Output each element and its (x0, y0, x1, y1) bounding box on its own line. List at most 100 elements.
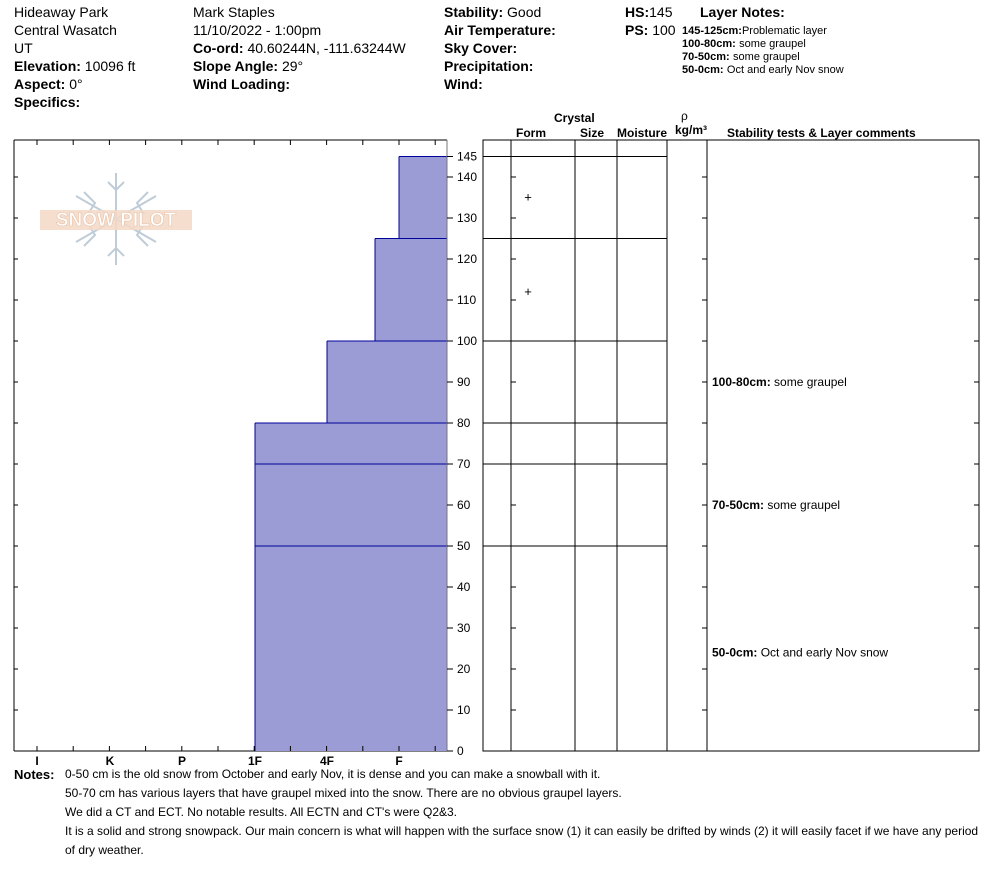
layer-note-range: 70-50cm: (682, 51, 730, 63)
hardness-layer-3 (327, 341, 447, 423)
notes-line-5: of dry weather. (65, 843, 144, 857)
aspect: Aspect: 0° (14, 75, 83, 93)
coord-label: Co-ord: (193, 40, 244, 56)
depth-tick-label: 130 (457, 211, 477, 225)
depth-axis: 0 10 20 30 40 50 60 70 80 90 100 110 120 130 140 145 (14, 140, 477, 758)
location: Hideaway Park (14, 4, 109, 20)
rho-header: ρ (681, 109, 688, 123)
layer-note-range: 145-125cm: (682, 25, 742, 37)
elevation-value: 10096 ft (84, 58, 136, 74)
wind-loading-label: Wind Loading: (193, 76, 291, 92)
range: Central Wasatch (14, 22, 117, 38)
layer-note-4: 50-0cm: Oct and early Nov snow (682, 63, 844, 77)
depth-tick-label: 90 (457, 375, 471, 389)
stability-value: Good (507, 4, 542, 20)
slope-label: Slope Angle: (193, 58, 279, 74)
crystal-header: Crystal (554, 111, 595, 125)
air-temperature-label: Air Temperature: (444, 22, 556, 38)
logo-band (40, 210, 192, 230)
layer-note-2: 100-80cm: some graupel (682, 37, 806, 51)
grain-form-symbol: + (524, 190, 532, 205)
layer-comment-range: 50-0cm: (712, 646, 761, 660)
wind-label: Wind: (444, 76, 483, 92)
depth-tick-label: 20 (457, 662, 471, 676)
depth-tick-label: 60 (457, 498, 471, 512)
logo-text: SNOW PILOT (56, 210, 177, 231)
hardness-layer-6 (255, 546, 447, 751)
hs: HS:145 (625, 3, 672, 21)
hardness-tick-label: P (178, 754, 186, 768)
depth-tick-label: 50 (457, 539, 471, 553)
depth-tick-label: 70 (457, 457, 471, 471)
datetime: 11/10/2022 - 1:00pm (193, 22, 322, 38)
depth-tick-label: 40 (457, 580, 471, 594)
hardness-tick-label: 4F (320, 754, 334, 768)
hardness-profile (13, 139, 448, 752)
stability-label: Stability: (444, 4, 504, 20)
depth-tick-label: 0 (457, 744, 464, 758)
hardness-tick-label: K (106, 754, 115, 768)
coordinates: Co-ord: 40.60244N, -111.63244W (193, 39, 406, 57)
moisture-header: Moisture (617, 126, 668, 140)
ps-label: PS: (625, 22, 649, 38)
slope-angle: Slope Angle: 29° (193, 57, 303, 75)
depth-tick-label: 10 (457, 703, 471, 717)
depth-tick-label: 140 (457, 170, 477, 184)
hardness-layer-2 (375, 238, 447, 341)
hardness-layer-5 (255, 464, 447, 546)
hardness-tick-label: F (395, 754, 402, 768)
layer-comment-range: 70-50cm: (712, 498, 767, 512)
density-unit-header: kg/m³ (675, 123, 708, 137)
layer-note-range: 50-0cm: (682, 64, 724, 76)
precipitation-label: Precipitation: (444, 58, 534, 74)
layer-comment-range: 100-80cm: (712, 375, 774, 389)
elevation: Elevation: 10096 ft (14, 57, 135, 75)
state: UT (14, 40, 33, 56)
notes-line-3: We did a CT and ECT. No notable results.… (65, 805, 458, 819)
layer-comment-text: some graupel (774, 375, 847, 389)
layer-note-1: 145-125cm:Problematic layer (682, 24, 827, 38)
hs-label: HS: (625, 4, 650, 20)
hs-value: 145 (649, 4, 673, 20)
layer-comment: 70-50cm: some graupel (712, 498, 840, 512)
hardness-tick-label: 1F (248, 754, 262, 768)
layer-comment-text: some graupel (767, 498, 840, 512)
hardness-tick-label: I (35, 754, 38, 768)
notes-line-2: 50-70 cm has various layers that have gr… (65, 786, 622, 800)
slope-value: 29° (281, 58, 304, 74)
stability-comments-header: Stability tests & Layer comments (727, 126, 916, 140)
form-header: Form (516, 126, 546, 140)
aspect-value: 0° (69, 76, 83, 92)
notes-line-4: It is a solid and strong snowpack. Our m… (65, 824, 979, 838)
crystal-table: ++ (482, 139, 980, 752)
observer: Mark Staples (193, 4, 275, 20)
coord-value: 40.60244N, -111.63244W (247, 40, 406, 56)
hardness-layer-4 (255, 423, 447, 464)
depth-tick-label: 100 (457, 334, 477, 348)
notes-label: Notes: (14, 767, 55, 782)
layer-comment-text: Oct and early Nov snow (761, 646, 889, 660)
sky-cover-label: Sky Cover: (444, 40, 518, 56)
layer-note-3: 70-50cm: some graupel (682, 50, 800, 64)
depth-tick-label: 110 (457, 293, 476, 307)
layer-note-text: some graupel (739, 38, 806, 50)
specifics-label: Specifics: (14, 94, 81, 110)
aspect-label: Aspect: (14, 76, 66, 92)
hardness-layer-1 (399, 156, 447, 239)
ps-value: 100 (652, 22, 676, 38)
depth-tick-label: 120 (457, 252, 477, 266)
layer-note-text: Oct and early Nov snow (726, 64, 844, 76)
size-header: Size (580, 126, 605, 140)
layer-note-text: some graupel (733, 51, 800, 63)
layer-note-text: Problematic layer (741, 25, 827, 37)
ps: PS: 100 (625, 21, 676, 39)
snowpilot-logo: SNOW PILOT (40, 173, 192, 265)
depth-tick-label: 145 (457, 150, 477, 164)
elevation-label: Elevation: (14, 58, 81, 74)
notes-line-1: 0-50 cm is the old snow from October and… (65, 767, 601, 781)
layer-note-range: 100-80cm: (682, 38, 736, 50)
hardness-axis: I K P 1F 4F F (35, 746, 436, 768)
layer-comment: 100-80cm: some graupel (712, 375, 847, 389)
